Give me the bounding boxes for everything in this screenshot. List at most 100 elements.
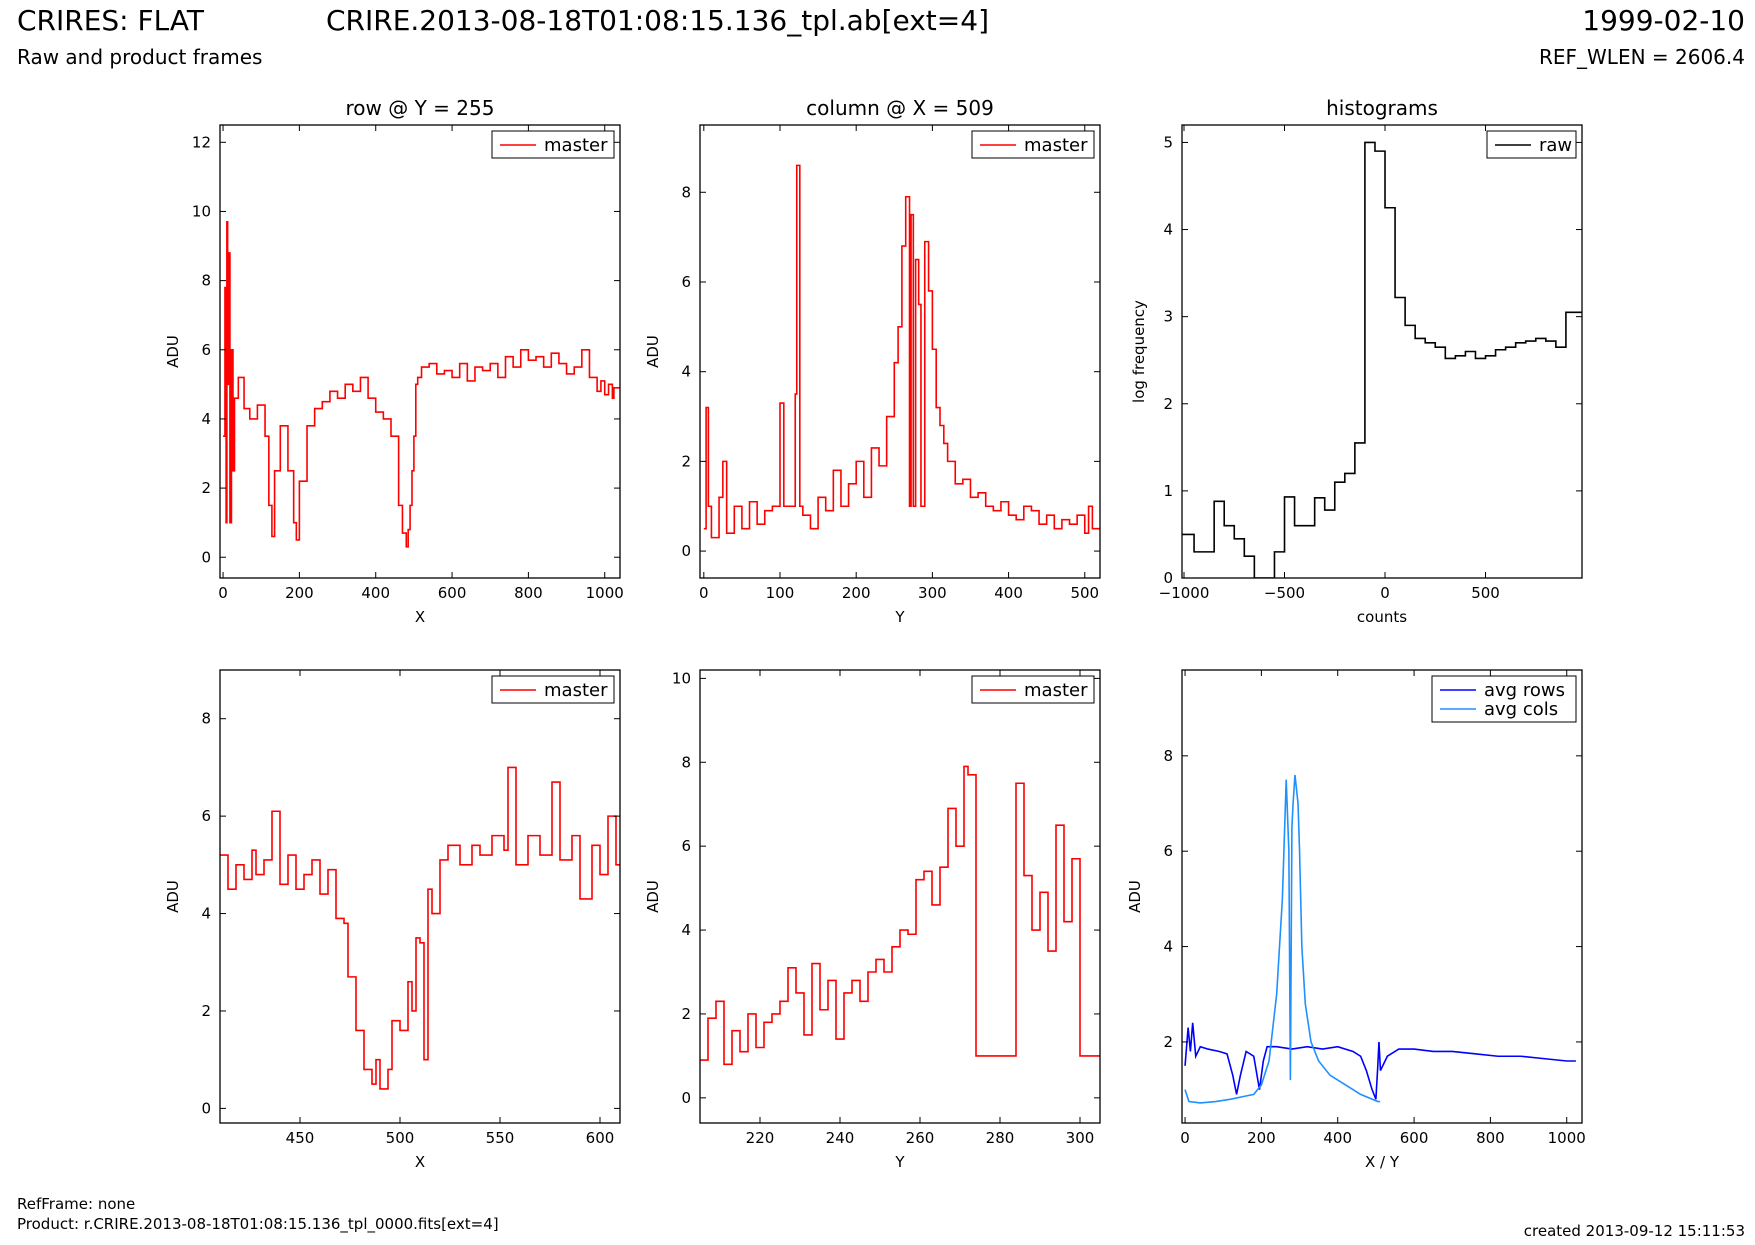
y-tick-label: 3	[1163, 308, 1173, 326]
x-tick-label: 200	[1247, 1129, 1276, 1147]
legend-box	[491, 130, 615, 159]
y-tick-label: 8	[1163, 747, 1173, 765]
x-tick-label: −500	[1264, 584, 1305, 602]
x-tick-label: 0	[1380, 584, 1390, 602]
legend: raw	[1486, 130, 1577, 159]
legend-label: master	[544, 135, 608, 156]
plot-title: histograms	[1326, 96, 1438, 120]
axes-frame	[219, 124, 621, 579]
x-tick-label: 500	[1070, 584, 1099, 602]
legend-box	[1431, 675, 1577, 723]
date-title: 1999-02-10	[1582, 4, 1745, 37]
axes-frame	[699, 669, 1101, 1124]
y-tick-label: 6	[681, 837, 691, 855]
x-tick-label: 600	[1400, 1129, 1429, 1147]
created-label: created 2013-09-12 15:11:53	[1523, 1222, 1745, 1240]
y-tick-label: 6	[1163, 842, 1173, 860]
x-tick-label: 600	[438, 584, 467, 602]
legend-label: avg cols	[1484, 699, 1558, 720]
y-tick-label: 6	[201, 807, 211, 825]
plot-data-area	[703, 164, 1100, 539]
figure-subtitle: Raw and product frames	[17, 45, 263, 69]
legend-label: master	[1024, 680, 1088, 701]
file-name-title: CRIRE.2013-08-18T01:08:15.136_tpl.ab[ext…	[325, 4, 989, 37]
y-tick-label: 1	[1163, 482, 1173, 500]
x-tick-label: 550	[486, 1129, 515, 1147]
x-tick-label: 220	[746, 1129, 775, 1147]
x-tick-label: 0	[218, 584, 228, 602]
x-tick-label: 400	[994, 584, 1023, 602]
x-tick-label: 100	[766, 584, 795, 602]
x-axis-label: Y	[894, 1153, 905, 1171]
y-tick-label: 4	[201, 410, 211, 428]
y-axis-label: ADU	[164, 335, 182, 368]
y-tick-label: 2	[1163, 1033, 1173, 1051]
y-tick-label: 4	[681, 363, 691, 381]
legend: master	[491, 130, 615, 159]
hist-plot: −1000 −500 0 500 0 1 2 3 4 5 counts log frequency hi…	[1130, 96, 1583, 626]
plot-data-area	[223, 221, 620, 548]
y-tick-label: 5	[1163, 133, 1173, 151]
y-tick-label: 8	[681, 183, 691, 201]
x-tick-label: 260	[906, 1129, 935, 1147]
series-line-avg-rows	[1184, 1022, 1576, 1100]
x-tick-label: 300	[1066, 1129, 1095, 1147]
y-axis-label: ADU	[644, 880, 662, 913]
legend: master	[491, 675, 615, 704]
legend-label: avg rows	[1484, 680, 1565, 701]
col-plot: 0 100 200 300 400 500 0 2 4 6 8 Y ADU column @ X = 50…	[644, 96, 1101, 626]
x-tick-label: 800	[1476, 1129, 1505, 1147]
y-tick-label: 2	[681, 1005, 691, 1023]
axes-frame	[1181, 669, 1583, 1124]
y-tick-label: 0	[681, 542, 691, 560]
y-tick-label: 6	[681, 273, 691, 291]
x-tick-label: 800	[514, 584, 543, 602]
x-axis-label: Y	[894, 608, 905, 626]
col-zoom-plot: 220 240 260 280 300 0 2 4 6 8 10 Y ADU master	[644, 669, 1101, 1171]
x-tick-label: 400	[361, 584, 390, 602]
row-zoom-plot: 450 500 550 600 0 2 4 6 8 X ADU master	[164, 669, 621, 1171]
figure-title: CRIRES: FLAT	[17, 4, 204, 37]
x-tick-label: 500	[386, 1129, 415, 1147]
x-tick-label: 1000	[1548, 1129, 1586, 1147]
x-tick-label: 200	[842, 584, 871, 602]
y-tick-label: 8	[201, 272, 211, 290]
plot-data-area	[1182, 141, 1582, 578]
axes-frame	[1181, 124, 1583, 579]
x-tick-label: 0	[699, 584, 709, 602]
y-tick-label: 0	[201, 1099, 211, 1117]
plot-data-area	[700, 765, 1100, 1066]
x-axis-label: counts	[1357, 608, 1407, 626]
y-tick-label: 8	[201, 710, 211, 728]
y-tick-label: 12	[192, 133, 211, 151]
series-line-master	[703, 164, 1100, 539]
y-tick-label: 2	[681, 452, 691, 470]
y-axis-label: ADU	[164, 880, 182, 913]
y-axis-label: log frequency	[1130, 300, 1148, 403]
y-tick-label: 2	[1163, 395, 1173, 413]
plot-title: column @ X = 509	[806, 96, 994, 120]
series-line-avg-cols	[1184, 774, 1381, 1104]
y-tick-label: 10	[672, 669, 691, 687]
axes-frame	[699, 124, 1101, 579]
x-tick-label: 200	[285, 584, 314, 602]
y-tick-label: 0	[201, 548, 211, 566]
x-tick-label: 600	[586, 1129, 615, 1147]
product-label: Product: r.CRIRE.2013-08-18T01:08:15.136…	[17, 1215, 499, 1233]
legend-label: master	[544, 680, 608, 701]
plot-title: row @ Y = 255	[346, 96, 495, 120]
x-tick-label: 0	[1180, 1129, 1190, 1147]
x-tick-label: 300	[918, 584, 947, 602]
x-tick-label: 280	[986, 1129, 1015, 1147]
x-tick-label: 400	[1323, 1129, 1352, 1147]
legend-label: master	[1024, 135, 1088, 156]
x-axis-label: X	[415, 608, 425, 626]
avg-plot: 0 200 400 600 800 1000 2 4 6 8 X / Y ADU avg rowsavg…	[1126, 669, 1586, 1171]
x-tick-label: 240	[826, 1129, 855, 1147]
x-tick-label: 1000	[586, 584, 624, 602]
axes-frame	[219, 669, 621, 1124]
legend: master	[971, 675, 1095, 704]
y-tick-label: 6	[201, 341, 211, 359]
